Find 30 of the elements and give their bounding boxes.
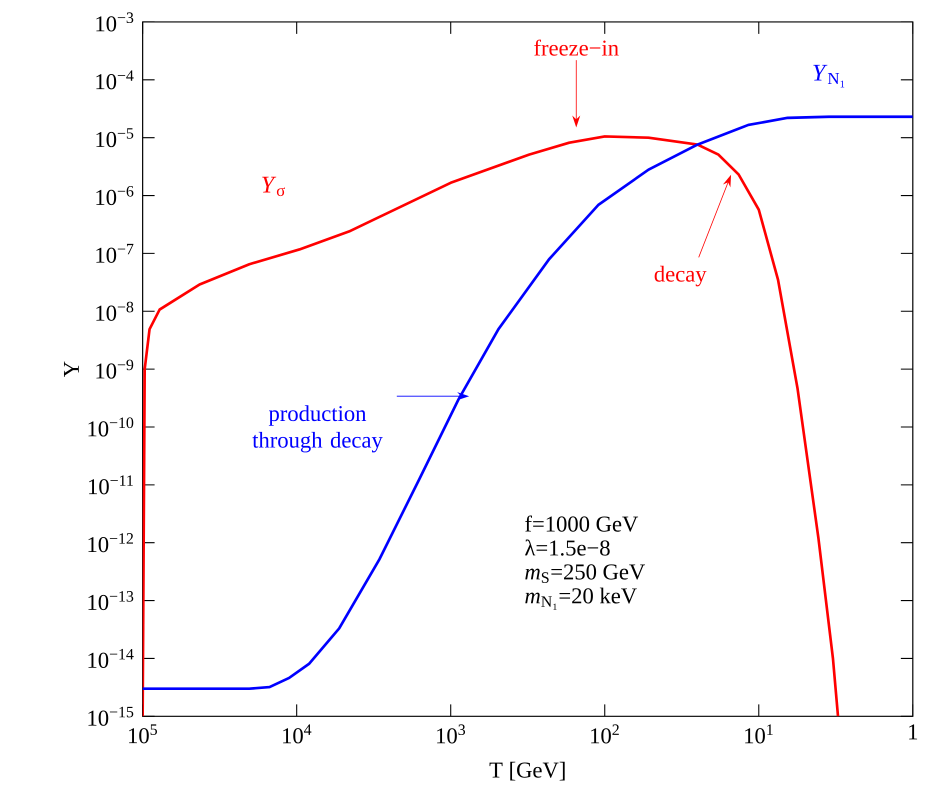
x-tick-label: 1 [909,724,918,740]
y-tick-label: 10$^{−5}$ [96,128,134,148]
annotation: m$_{S}$=250 GeV [525,564,646,583]
y-tick-label: 10$^{−7}$ [96,244,134,263]
y-tick-label: 10$^{−14}$ [88,648,134,668]
x-tick-label: 10$^{1}$ [745,724,773,744]
annotation: m$_{N₁}$=20 keV [525,588,637,610]
y-tick-label: 10$^{−4}$ [96,70,134,90]
y-tick-label: 10$^{−8}$ [96,302,134,321]
y-tick-label: 10$^{−13}$ [88,591,134,610]
series-label: Y$_{N₁}$ [813,64,844,88]
x-axis-title: T [GeV] [490,762,565,780]
x-tick-label: 10$^{3}$ [437,724,466,744]
y-tick-label: 10$^{−9}$ [96,360,134,379]
x-tick-label: 10$^{5}$ [129,724,157,744]
x-tick-label: 10$^{4}$ [283,724,312,744]
x-tick-label: 10$^{2}$ [591,724,619,744]
y-tick-label: 10$^{−12}$ [88,533,133,552]
y-tick-label: 10$^{−6}$ [96,186,134,206]
y-tick-label: 10$^{−11}$ [89,475,133,494]
y-tick-label: 10$^{−3}$ [96,12,134,32]
y-tick-label: 10$^{−15}$ [88,706,134,726]
annotation: f=1000 GeV [525,516,638,532]
y-tick-label: 10$^{−10}$ [88,417,134,437]
text: Y$_{σ}$ [262,176,286,196]
annotation: decay [654,266,707,286]
annotation: freeze−in [534,40,619,56]
annotation: λ=1.5e−8 [525,539,610,556]
y-axis-title: Y [64,362,79,378]
annotation: production through decay [252,405,383,452]
